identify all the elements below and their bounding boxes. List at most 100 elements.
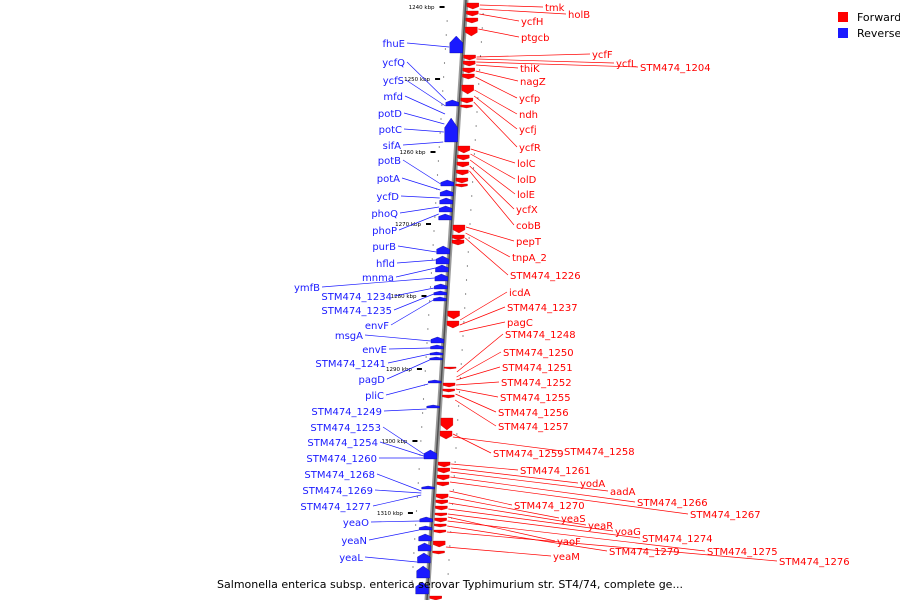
forward-gene-label: STM474_1252	[501, 378, 572, 389]
forward-gene-label: yeaM	[553, 552, 580, 563]
position-dot	[456, 433, 458, 435]
reverse-gene-label: STM474_1277	[300, 502, 371, 513]
reverse-gene-pointer	[396, 259, 436, 264]
forward-gene-glyph	[432, 550, 445, 555]
position-dot	[422, 398, 425, 400]
position-dot	[434, 216, 436, 218]
forward-gene-label: STM474_1259	[493, 449, 564, 460]
forward-gene-label: ptgcb	[521, 33, 549, 44]
reverse-gene-glyph	[430, 344, 444, 350]
forward-swatch	[838, 12, 848, 22]
reverse-gene-glyph	[439, 189, 454, 197]
reverse-gene-pointer	[383, 408, 427, 412]
reverse-gene-pointer	[390, 299, 434, 326]
kbp-tick	[416, 368, 422, 370]
forward-gene-label: ycfp	[519, 94, 540, 105]
reverse-gene-label: STM474_1249	[311, 407, 382, 418]
position-dot	[429, 286, 432, 288]
position-dot	[431, 258, 433, 260]
forward-gene-pointer	[478, 28, 520, 38]
forward-gene-pointer	[465, 237, 509, 276]
forward-gene-pointer	[479, 8, 567, 15]
reverse-gene-pointer	[393, 287, 435, 297]
forward-gene-glyph	[466, 2, 479, 10]
reverse-gene-glyph	[417, 552, 431, 564]
forward-gene-label: STM474_1237	[507, 303, 578, 314]
position-dot	[480, 41, 482, 43]
reverse-gene-pointer	[397, 245, 437, 253]
position-dot	[412, 566, 414, 568]
reverse-gene-label: STM474_1268	[304, 470, 375, 481]
position-dot	[453, 475, 455, 477]
kbp-tick	[430, 151, 436, 153]
forward-gene-pointer	[470, 148, 516, 164]
forward-gene-glyph	[456, 169, 469, 176]
forward-gene-pointer	[447, 525, 608, 552]
forward-gene-glyph	[465, 17, 479, 24]
position-dot	[481, 27, 483, 29]
reverse-gene-pointer	[368, 529, 420, 541]
forward-gene-glyph	[460, 104, 473, 109]
reverse-gene-pointer	[379, 441, 424, 457]
kbp-tick-label: 1290 kbp	[386, 367, 412, 373]
reverse-gene-pointer	[395, 267, 436, 278]
reverse-gene-pointer	[364, 334, 431, 342]
reverse-gene-glyph	[449, 35, 463, 54]
legend-forward: Forward	[838, 9, 900, 25]
reverse-gene-label: potB	[378, 156, 401, 167]
position-dot	[463, 321, 465, 323]
reverse-gene-pointer	[404, 95, 446, 115]
position-dot	[422, 412, 424, 414]
position-dot	[420, 440, 422, 442]
forward-gene-label: pagC	[507, 318, 533, 329]
forward-gene-glyph	[439, 430, 453, 440]
forward-gene-pointer	[446, 531, 778, 562]
reverse-gene-glyph	[436, 245, 450, 255]
forward-gene-label: yeaR	[588, 521, 613, 532]
position-dot	[418, 468, 420, 470]
forward-gene-glyph	[455, 177, 469, 184]
reverse-gene-pointer	[372, 494, 422, 507]
position-dot	[469, 223, 471, 225]
kbp-tick	[439, 6, 445, 8]
reverse-gene-label: STM474_1253	[310, 423, 381, 434]
reverse-gene-label: phoP	[372, 226, 397, 237]
reverse-gene-pointer	[374, 489, 422, 494]
forward-gene-glyph	[435, 505, 448, 511]
forward-gene-glyph	[446, 320, 460, 329]
reverse-gene-label: msgA	[335, 331, 363, 342]
reverse-gene-glyph	[428, 379, 442, 384]
forward-gene-label: STM474_1267	[690, 510, 761, 521]
forward-gene-pointer	[456, 351, 502, 378]
forward-gene-pointer	[447, 516, 556, 542]
reverse-gene-label: fhuE	[382, 39, 405, 50]
forward-gene-glyph	[435, 493, 449, 500]
forward-gene-label: holB	[568, 10, 590, 21]
forward-gene-glyph	[462, 67, 475, 74]
forward-gene-pointer	[452, 436, 563, 452]
forward-gene-pointer	[459, 306, 506, 326]
reverse-gene-glyph	[419, 516, 433, 523]
forward-gene-glyph	[442, 388, 455, 393]
position-dot	[455, 447, 457, 449]
position-dot	[443, 76, 445, 78]
reverse-gene-label: mnma	[362, 273, 394, 284]
position-dot	[437, 160, 439, 162]
forward-gene-label: lolE	[517, 190, 535, 201]
forward-gene-label: STM474_1255	[500, 393, 571, 404]
reverse-gene-label: mfd	[383, 92, 403, 103]
reverse-gene-glyph	[434, 273, 449, 282]
forward-gene-glyph	[433, 540, 446, 548]
reverse-gene-glyph	[429, 356, 443, 361]
forward-gene-pointer	[456, 366, 501, 381]
forward-gene-label: ycfL	[616, 59, 637, 70]
forward-gene-pointer	[475, 70, 519, 82]
position-dot	[441, 104, 443, 106]
forward-gene-glyph	[435, 499, 448, 505]
reverse-gene-pointer	[382, 426, 424, 455]
reverse-gene-label: pliC	[365, 391, 384, 402]
position-dot	[411, 580, 413, 582]
position-dot	[475, 125, 477, 127]
